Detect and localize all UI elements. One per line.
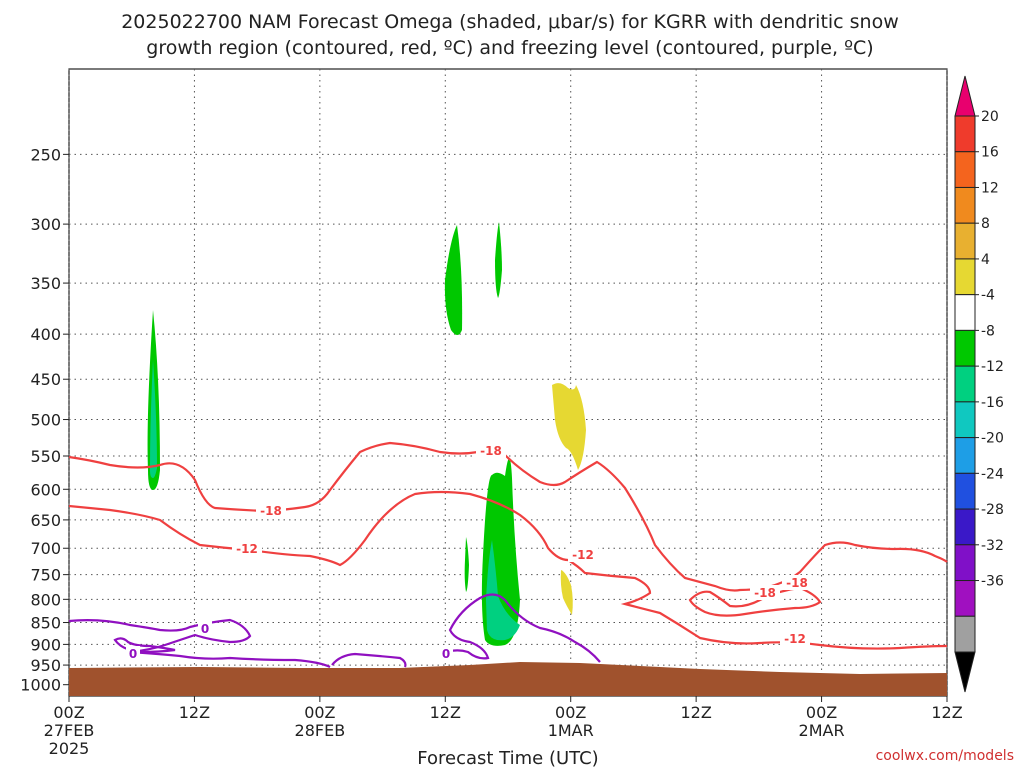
x-tick-date-4: 1MAR	[548, 721, 594, 740]
grid-lines	[68, 69, 948, 696]
omega-green-sliver-hour38	[464, 537, 469, 592]
colorbar-label-11: -28	[981, 502, 1004, 518]
chart-title-line1: 2025022700 NAM Forecast Omega (shaded, μ…	[121, 11, 899, 33]
freezing-contour-labels: 0 0 0	[126, 621, 453, 661]
dgz-contour-minus18-loop	[688, 586, 822, 617]
y-tick-label-400: 400	[30, 325, 61, 344]
x-tick-label-0: 00Z	[53, 703, 84, 722]
y-tick-label-350: 350	[30, 274, 61, 293]
contour-label-minus12-c: -12	[784, 632, 806, 646]
x-tick-label-6: 00Z	[806, 703, 837, 722]
colorbar-top-arrow	[954, 75, 976, 117]
omega-green-hour36-upper	[444, 225, 463, 335]
colorbar-label-9: -20	[981, 431, 1004, 447]
contour-label-zero-b: 0	[129, 647, 137, 661]
contour-label-zero-a: 0	[201, 622, 209, 636]
colorbar-swatch-10	[954, 472, 976, 510]
colorbar-label-12: -32	[981, 538, 1004, 554]
chart-title-line2: growth region (contoured, red, ºC) and f…	[146, 37, 873, 59]
contour-label-minus12-b: -12	[572, 548, 594, 562]
dgz-contour-minus18-upper	[68, 441, 948, 592]
colorbar-swatch-6	[954, 329, 976, 367]
colorbar-swatch-11	[954, 508, 976, 546]
colorbar-swatch-9	[954, 437, 976, 474]
x-tick-label-4: 00Z	[555, 703, 586, 722]
colorbar-swatch-14	[954, 615, 976, 653]
colorbar-swatch-7	[954, 365, 976, 403]
colorbar-swatch-0	[954, 115, 976, 153]
x-tick-label-5: 12Z	[680, 703, 711, 722]
contour-label-minus18-b: -18	[260, 504, 282, 518]
omega-teal-hour40-low	[486, 540, 520, 641]
contour-label-minus18-d: -18	[786, 576, 808, 590]
contour-label-minus18-c: -18	[754, 586, 776, 600]
y-tick-label-300: 300	[30, 215, 61, 234]
freezing-contour-bump	[439, 593, 601, 663]
colorbar-swatch-1	[954, 151, 976, 188]
y-tick-label-750: 750	[30, 566, 61, 585]
omega-green-hour41-upper	[495, 222, 502, 298]
colorbar-label-1: 16	[981, 145, 999, 161]
omega-teal-hour9	[150, 360, 157, 478]
x-tick-date-6: 2MAR	[799, 721, 845, 740]
colorbar-label-7: -12	[981, 359, 1004, 375]
y-tick-label-450: 450	[30, 370, 61, 389]
y-tick-label-600: 600	[30, 480, 61, 499]
y-tick-label-950: 950	[30, 656, 61, 675]
x-tick-date-0: 27FEB	[44, 721, 95, 740]
colorbar-swatch-2	[954, 186, 976, 224]
contour-label-minus18-a: -18	[480, 444, 502, 458]
colorbar-swatch-5	[954, 294, 976, 331]
colorbar-label-10: -24	[981, 466, 1004, 482]
x-axis-title: Forecast Time (UTC)	[417, 748, 598, 768]
colorbar-bottom-arrow	[954, 651, 976, 693]
x-tick-label-3: 12Z	[430, 703, 461, 722]
terrain-surface	[69, 662, 947, 696]
omega-yellow-hour47	[552, 383, 586, 470]
contour-label-zero-c: 0	[442, 647, 450, 661]
colorbar-label-4: 4	[981, 252, 990, 268]
omega-yellow-hour47-low	[560, 570, 573, 615]
contour-label-minus12-a: -12	[236, 542, 258, 556]
colorbar-label-6: -8	[981, 323, 995, 339]
y-tick-label-250: 250	[30, 145, 61, 164]
x-tick-date-2: 28FEB	[295, 721, 346, 740]
y-axis-tick-labels: 250 300 350 400 450 500 550 600 650 700 750 800 850 9…	[20, 145, 69, 695]
colorbar-label-0: 20	[981, 109, 999, 125]
y-tick-label-500: 500	[30, 411, 61, 430]
x-tick-label-2: 00Z	[304, 703, 335, 722]
freezing-contour-valley	[331, 652, 407, 668]
colorbar-swatch-4	[954, 258, 976, 296]
colorbar-swatch-3	[954, 222, 976, 260]
omega-shading	[147, 222, 586, 646]
x-tick-label-1: 12Z	[179, 703, 210, 722]
colorbar-label-5: -4	[981, 288, 995, 304]
colorbar-label-8: -16	[981, 395, 1004, 411]
x-tick-label-7: 12Z	[931, 703, 962, 722]
x-tick-year-0: 2025	[49, 739, 90, 758]
colorbar-swatch-12	[954, 544, 976, 582]
colorbar-label-3: 8	[981, 216, 990, 232]
credit-text: coolwx.com/models	[876, 748, 1014, 764]
y-tick-label-850: 850	[30, 614, 61, 633]
colorbar-label-13: -36	[981, 574, 1004, 590]
colorbar: 20 16 12 8 4 -4 -8 -12 -16 -20 -24 -28 -32 -36	[954, 75, 1004, 693]
colorbar-swatch-13	[954, 580, 976, 617]
colorbar-label-2: 12	[981, 180, 999, 196]
dgz-contour-labels: -18 -18 -12 -12 -18 -18 -12	[232, 443, 812, 646]
colorbar-swatch-8	[954, 401, 976, 439]
y-tick-label-1000: 1000	[20, 676, 61, 695]
y-tick-label-650: 650	[30, 511, 61, 530]
y-tick-label-900: 900	[30, 635, 61, 654]
y-tick-label-700: 700	[30, 539, 61, 558]
y-tick-label-550: 550	[30, 447, 61, 466]
freezing-contour-main	[68, 618, 331, 668]
y-tick-label-800: 800	[30, 590, 61, 609]
